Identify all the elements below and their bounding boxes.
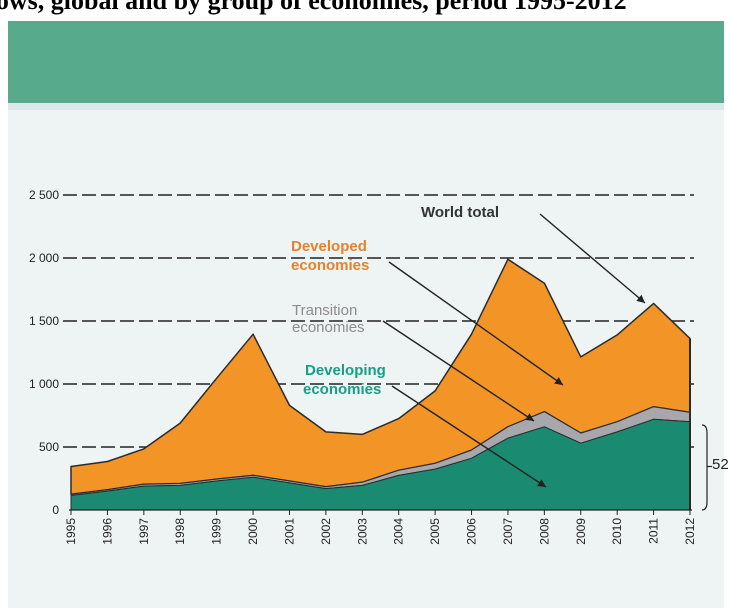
y-tick-label: 0 xyxy=(52,503,59,517)
page-title: flows, global and by group of economies,… xyxy=(0,0,627,15)
right-bracket xyxy=(701,424,708,511)
developing-label-line2: economies xyxy=(303,381,381,398)
x-tick-label: 1999 xyxy=(210,518,224,545)
x-tick-label: 2001 xyxy=(282,518,296,545)
x-tick-label: 1995 xyxy=(64,518,78,545)
x-tick-label: 2003 xyxy=(355,518,369,545)
developed-label-line2: economies xyxy=(291,257,369,274)
developed-label-line1: Developed xyxy=(291,238,367,255)
developing-label-line1: Developing xyxy=(305,362,386,379)
x-tick-label: 1997 xyxy=(137,518,151,545)
bracket-value-label: 52 xyxy=(712,456,729,473)
x-tick-label: 2002 xyxy=(319,518,333,545)
transition-arrow xyxy=(382,320,535,422)
y-tick-label: 2 500 xyxy=(29,188,59,202)
developed-arrow xyxy=(388,261,564,386)
transition-label-line1: Transition xyxy=(292,302,357,319)
x-tick-label: 2005 xyxy=(428,518,442,545)
y-tick-label: 1 000 xyxy=(29,377,59,391)
x-tick-label: 2008 xyxy=(537,518,551,545)
x-tick-label: 2000 xyxy=(246,518,260,545)
transition-label-line2: economies xyxy=(292,319,365,336)
x-tick-label: 2004 xyxy=(392,518,406,545)
header-band xyxy=(8,21,724,103)
world-total-label: World total xyxy=(421,204,499,221)
x-tick-label: 2007 xyxy=(501,518,515,545)
x-tick-label: 2006 xyxy=(465,518,479,545)
developed-arrow-head xyxy=(554,377,563,385)
x-tick-label: 2012 xyxy=(683,518,697,545)
annotation-arrows xyxy=(382,213,712,511)
developing-arrow-head xyxy=(537,479,546,487)
x-tick-label: 1998 xyxy=(173,518,187,545)
x-tick-label: 2009 xyxy=(574,518,588,545)
header-divider xyxy=(8,103,724,110)
y-tick-label: 2 000 xyxy=(29,251,59,265)
transition-arrow-head xyxy=(525,413,534,421)
x-axis: 1995 1996 1997 1998 1999 2000 2001 2002 2003 2004… xyxy=(64,509,697,545)
y-tick-label: 1 500 xyxy=(29,314,59,328)
area-layers xyxy=(70,258,691,511)
world-total-arrow xyxy=(539,213,646,304)
x-tick-label: 2010 xyxy=(610,518,624,545)
developing-arrow xyxy=(391,385,547,488)
x-tick-label: 2011 xyxy=(647,518,661,544)
annotations: World total Developed economies Transiti… xyxy=(291,204,729,473)
y-axis-tick-labels: 0 500 1 000 1 500 2 000 2 500 xyxy=(29,188,59,517)
world-total-arrow-head xyxy=(636,294,645,303)
y-tick-label: 500 xyxy=(39,440,59,454)
x-tick-label: 1996 xyxy=(100,518,114,545)
